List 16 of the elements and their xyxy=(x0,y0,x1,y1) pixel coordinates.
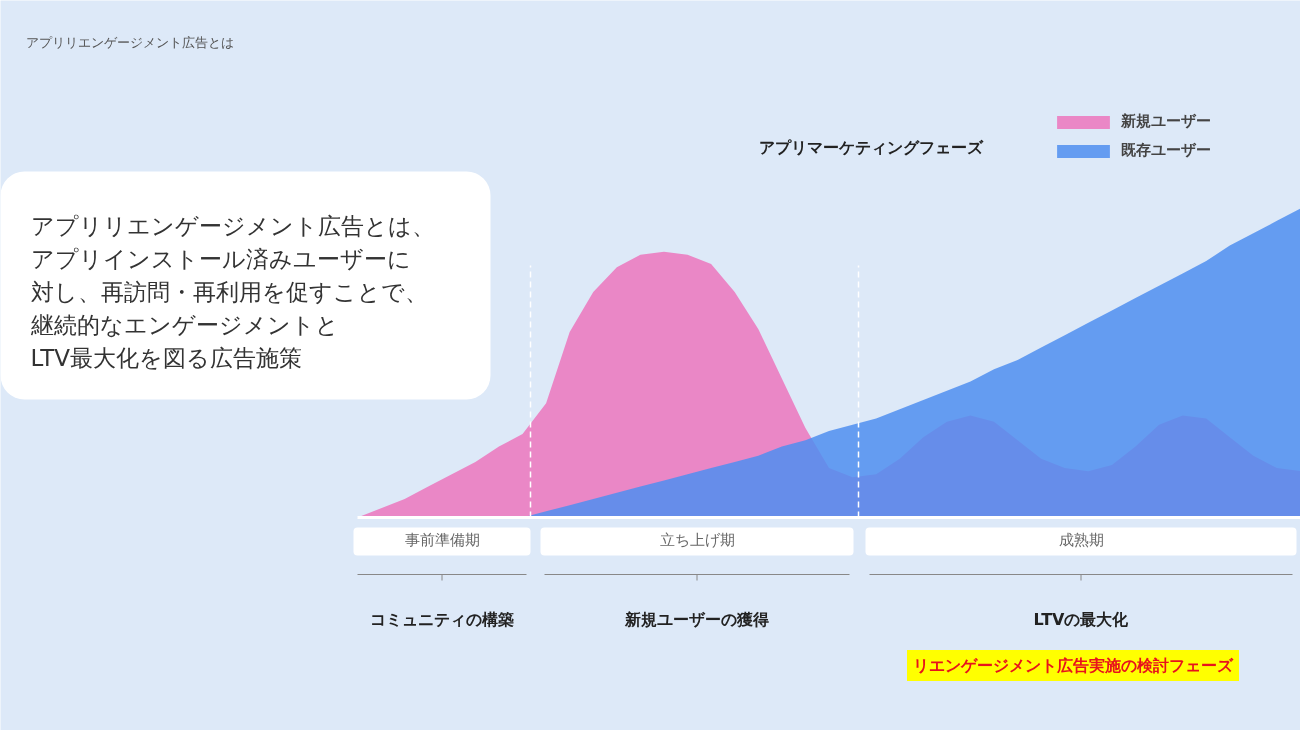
text: 立ち上げ期 xyxy=(659,530,735,549)
chart-subtitle: アプリマーケティングフェーズ xyxy=(758,138,984,157)
text: 事前準備期 xyxy=(404,530,480,549)
legend-label: 既存ユーザー xyxy=(1121,141,1211,160)
legend-label: 新規ユーザー xyxy=(1121,112,1211,131)
annotation: 対し、再訪問・再利用を促すことで、 xyxy=(30,278,428,305)
text: コミュニティの構築 xyxy=(370,610,514,629)
text: LTV最大化を図る広告施策 xyxy=(30,344,302,371)
text: 継続的なエンゲージメントと xyxy=(29,311,339,338)
annotation: アプリリエンゲージメント広告とは、 xyxy=(30,212,435,239)
text: LTVの最大化 xyxy=(1033,610,1130,629)
text: 新規ユーザーの獲得 xyxy=(624,610,769,629)
text: アプリリエンゲージメント広告とは xyxy=(25,35,234,50)
text: リエンゲージメント広告実施の検討フェーズ xyxy=(913,656,1234,675)
text: 成熟期 xyxy=(1058,530,1104,549)
annotation: アプリインストール済みユーザーに xyxy=(30,245,411,272)
